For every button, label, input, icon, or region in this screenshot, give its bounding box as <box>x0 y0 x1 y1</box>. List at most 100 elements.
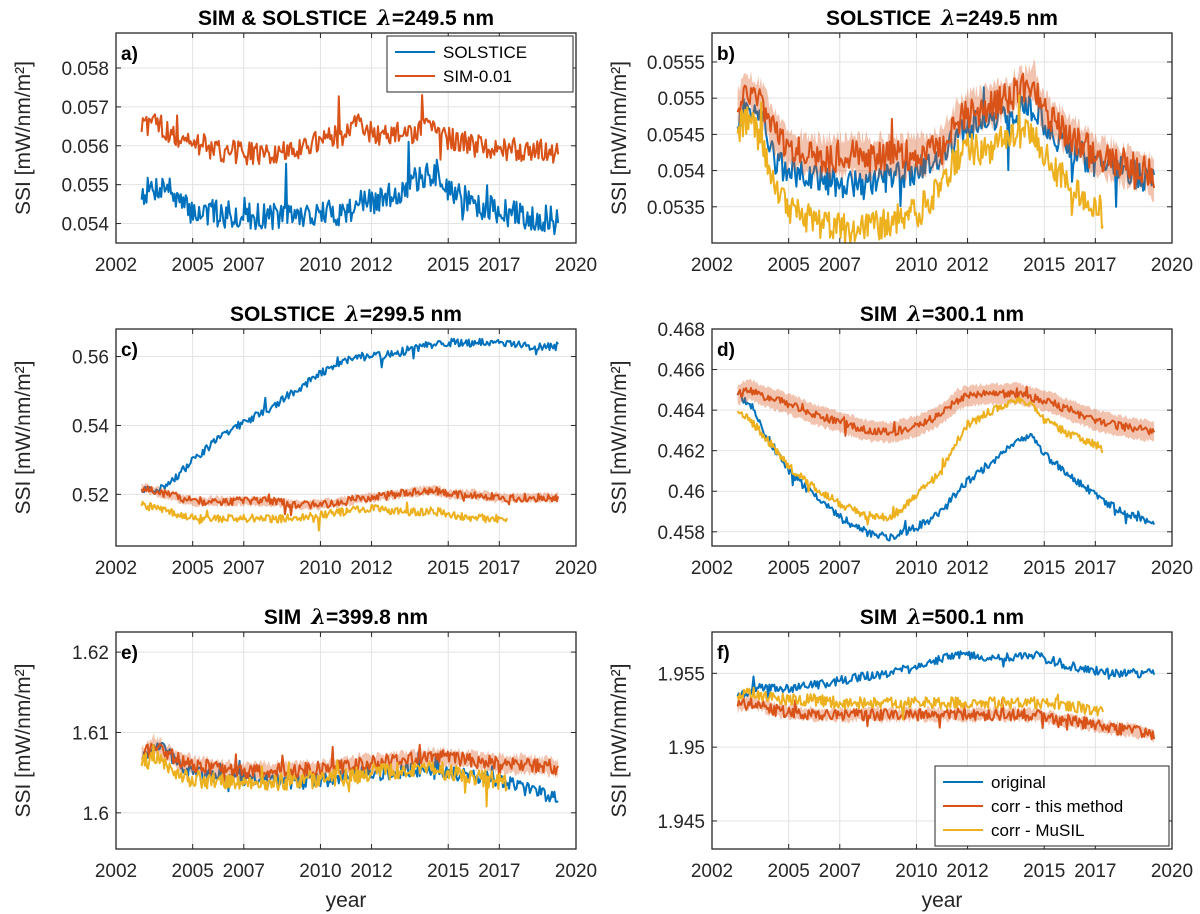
y-tick-label: 0.057 <box>61 98 109 119</box>
y-tick-label: 1.6 <box>83 804 109 825</box>
x-tick-label: 2015 <box>1023 861 1065 882</box>
x-tick-label: 2002 <box>95 558 137 579</box>
x-tick-label: 2015 <box>1023 558 1065 579</box>
series-group <box>736 650 1156 743</box>
axes-box <box>115 32 577 244</box>
title-suffix: =500.1 nm <box>922 606 1024 629</box>
x-tick-label: 2005 <box>172 861 214 882</box>
panel-label: b) <box>717 44 735 65</box>
x-axis-label: year <box>326 889 367 912</box>
plot-area <box>116 632 576 849</box>
chart-title: SIM & SOLSTICE λ=249.5 nm <box>198 5 494 30</box>
series-group <box>140 337 560 532</box>
y-tick-label: 0.56 <box>72 348 109 369</box>
title-prefix: SIM <box>860 303 897 326</box>
x-tick-label: 2017 <box>478 861 520 882</box>
x-tick-label: 2020 <box>555 861 597 882</box>
y-tick-label: 1.62 <box>72 643 109 664</box>
title-lambda: λ <box>906 604 922 629</box>
y-axis-label: SSI [mW/nm/m²] <box>608 664 631 818</box>
x-tick-label: 2007 <box>819 255 861 276</box>
series-line-corr-musil <box>140 500 508 532</box>
y-tick-label: 0.054 <box>61 215 109 236</box>
panel-label: d) <box>717 340 735 361</box>
y-axis-label: SSI [mW/nm/m²] <box>608 361 631 515</box>
x-tick-label: 2005 <box>768 255 810 276</box>
x-tick-label: 2012 <box>946 558 988 579</box>
y-tick-label: 0.054 <box>657 162 705 183</box>
title-prefix: SOLSTICE <box>230 303 335 326</box>
plot-area <box>712 329 1172 546</box>
x-tick-label: 2017 <box>1074 255 1116 276</box>
y-tick-label: 0.058 <box>61 59 109 80</box>
x-tick-label: 2010 <box>299 558 341 579</box>
legend-entry: original <box>991 773 1046 792</box>
x-tick-label: 2020 <box>555 558 597 579</box>
y-tick-label: 0.468 <box>657 320 705 341</box>
chart-title: SOLSTICE λ=299.5 nm <box>230 301 462 326</box>
y-tick-label: 0.055 <box>61 176 109 197</box>
x-tick-label: 2015 <box>1023 255 1065 276</box>
x-tick-label: 2005 <box>768 558 810 579</box>
title-prefix: SOLSTICE <box>826 7 931 30</box>
y-tick-label: 1.945 <box>657 812 705 833</box>
title-lambda: λ <box>376 5 392 30</box>
chart-panel-c: 2002 2005 2007 2010 2012 2015 2017 2020 0.52 0.54… <box>12 301 597 579</box>
x-tick-label: 2010 <box>299 861 341 882</box>
y-tick-label: 0.464 <box>657 401 705 422</box>
legend: SOLSTICE SIM-0.01 <box>386 35 574 93</box>
title-lambda: λ <box>344 301 360 326</box>
chart-panel-a: 2002 2005 2007 2010 2012 2015 2017 2020 0.054 0.0… <box>12 5 597 276</box>
x-tick-label: 2017 <box>1074 558 1116 579</box>
x-tick-label: 2012 <box>946 255 988 276</box>
series-line-corr-this-method <box>140 485 560 517</box>
legend-entry: SIM-0.01 <box>443 67 512 86</box>
y-tick-label: 1.61 <box>72 723 109 744</box>
y-axis-label: SSI [mW/nm/m²] <box>12 61 35 215</box>
title-lambda: λ <box>906 301 922 326</box>
x-tick-label: 2015 <box>427 861 469 882</box>
title-lambda: λ <box>940 5 956 30</box>
y-tick-label: 0.54 <box>72 416 109 437</box>
x-tick-label: 2020 <box>555 255 597 276</box>
series-group <box>736 58 1156 243</box>
series-line-original <box>736 650 1156 699</box>
series-group <box>140 94 560 236</box>
y-tick-label: 1.95 <box>668 738 705 759</box>
legend: original corr - this method corr - MuSIL <box>934 765 1170 847</box>
axes-box <box>711 631 1173 850</box>
chart-panel-e: 2002 2005 2007 2010 2012 2015 2017 2020 1.6 1.61 1… <box>12 604 597 912</box>
legend-entry: corr - MuSIL <box>991 821 1085 840</box>
axes-box <box>115 631 577 850</box>
y-tick-label: 0.466 <box>657 361 705 382</box>
chart-title: SIM λ=300.1 nm <box>860 301 1024 326</box>
uncertainty-band <box>141 482 559 511</box>
series-line-sim-0-01 <box>140 94 560 166</box>
series-group <box>140 733 559 808</box>
y-tick-label: 0.462 <box>657 442 705 463</box>
title-suffix: =249.5 nm <box>956 7 1058 30</box>
x-tick-label: 2017 <box>478 558 520 579</box>
legend-entry: SOLSTICE <box>443 43 527 62</box>
x-tick-label: 2020 <box>1151 558 1193 579</box>
x-tick-label: 2012 <box>350 861 392 882</box>
chart-title: SIM λ=500.1 nm <box>860 604 1024 629</box>
y-axis-label: SSI [mW/nm/m²] <box>608 61 631 215</box>
series-line-corr-musil <box>736 686 1104 721</box>
chart-panel-f: 2002 2005 2007 2010 2012 2015 2017 2020 1.945 1.9… <box>608 604 1193 912</box>
x-tick-label: 2015 <box>427 255 469 276</box>
panel-label: c) <box>121 340 138 361</box>
x-tick-label: 2002 <box>691 255 733 276</box>
uncertainty-band <box>737 379 1155 444</box>
series-line-corr-musil <box>140 744 508 808</box>
series-line-original <box>736 390 1156 542</box>
y-tick-label: 1.955 <box>657 664 705 685</box>
x-tick-label: 2002 <box>95 861 137 882</box>
legend-entry: corr - this method <box>991 797 1123 816</box>
x-tick-label: 2015 <box>427 558 469 579</box>
x-tick-label: 2007 <box>819 861 861 882</box>
x-tick-label: 2007 <box>819 558 861 579</box>
axes-box <box>711 32 1173 244</box>
y-axis-label: SSI [mW/nm/m²] <box>12 361 35 515</box>
